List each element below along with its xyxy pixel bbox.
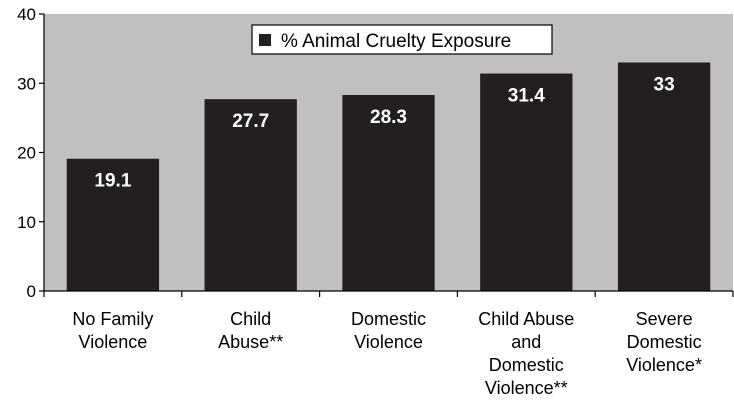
x-tick-label-line: Violence xyxy=(354,332,423,352)
x-tick-label-line: Domestic xyxy=(627,332,702,352)
bars xyxy=(66,62,711,292)
legend: % Animal Cruelty Exposure xyxy=(251,24,553,55)
x-tick-label-line: Abuse** xyxy=(218,332,283,352)
data-label: 19.1 xyxy=(94,171,131,192)
x-tick-label-line: Violence* xyxy=(626,355,702,375)
x-tick-label-line: Violence** xyxy=(485,378,568,398)
y-tick-label: 0 xyxy=(27,282,36,301)
x-tick-label: Severe Domestic Violence* xyxy=(626,309,702,375)
x-tick-label-line: and xyxy=(511,332,541,352)
bar xyxy=(480,73,573,292)
legend-label: % Animal Cruelty Exposure xyxy=(281,31,511,52)
bar xyxy=(342,95,435,292)
legend-box xyxy=(251,24,553,55)
x-tick-label-line: Child xyxy=(230,309,271,329)
x-tick-label: Child Abuse and Domestic Violence** xyxy=(478,309,574,398)
x-tick-label: No Family Violence xyxy=(72,309,153,352)
x-tick-label-line: Domestic xyxy=(351,309,426,329)
data-label: 33 xyxy=(654,74,675,95)
bar xyxy=(617,62,711,291)
y-tick-label: 20 xyxy=(17,144,36,163)
x-tick-label: Child Abuse** xyxy=(218,309,283,352)
y-tick-label: 40 xyxy=(17,5,36,24)
bar xyxy=(66,158,160,291)
x-tick-label-line: Violence xyxy=(79,332,148,352)
y-tick-label: 10 xyxy=(17,213,36,232)
data-label: 31.4 xyxy=(508,86,545,107)
x-tick-label-line: No Family xyxy=(72,309,153,329)
data-label: 28.3 xyxy=(370,107,407,128)
data-labels: 19.1 27.7 28.3 31.4 33 xyxy=(94,74,674,191)
x-tick-label: Domestic Violence xyxy=(351,309,426,352)
x-tick-label-line: Domestic xyxy=(489,355,564,375)
bar xyxy=(204,99,297,292)
legend-swatch xyxy=(259,34,271,46)
axes: 0 10 20 30 40 No Family Violence Child Abuse** Do… xyxy=(17,5,734,398)
x-tick-label-line: Child Abuse xyxy=(478,309,574,329)
x-tick-label-line: Severe xyxy=(636,309,693,329)
data-label: 27.7 xyxy=(232,111,269,132)
y-tick-label: 30 xyxy=(17,74,36,93)
